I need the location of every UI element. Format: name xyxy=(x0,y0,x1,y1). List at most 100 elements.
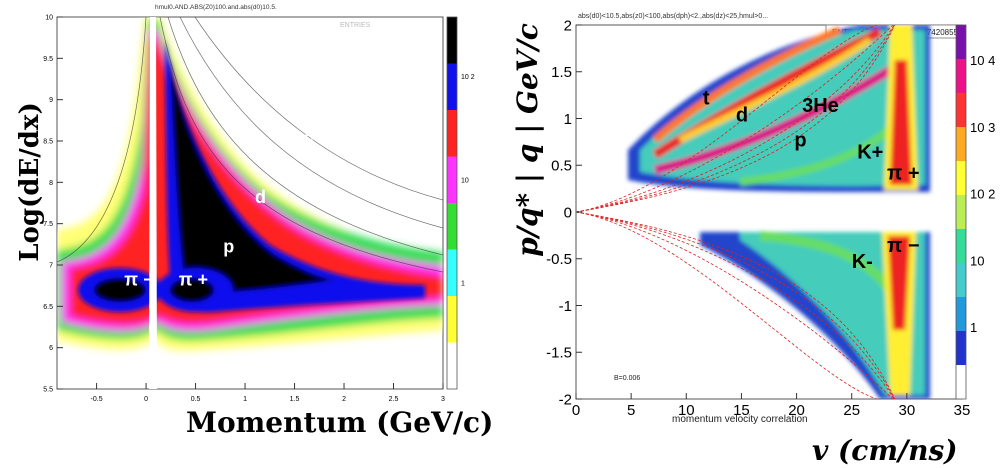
x-tick-label: 2.5 xyxy=(389,396,399,403)
right-stats-value: 7420855 xyxy=(927,28,959,37)
right-band-kminus xyxy=(759,231,895,294)
reference-curve xyxy=(576,211,895,399)
y-tick-label: 2 xyxy=(564,17,572,34)
annotation-label: t xyxy=(283,158,289,178)
color-bar-swatch xyxy=(956,263,966,297)
color-bar-label: 1 xyxy=(970,320,977,335)
right-x-axis-label: v (cm/ns) xyxy=(812,434,958,467)
x-tick-label: 5 xyxy=(627,402,635,419)
x-tick-label: 3 xyxy=(441,396,445,403)
y-tick-label: -0.5 xyxy=(546,251,572,268)
color-bar-label: 10 xyxy=(970,253,984,268)
right-y-axis-label: p/q* | q | GeV/c xyxy=(511,23,544,257)
color-bar-swatch xyxy=(447,342,457,389)
color-bar-swatch xyxy=(447,296,457,343)
left-y-axis-label: Log(dE/dx) xyxy=(15,102,45,262)
color-bar-swatch xyxy=(447,249,457,296)
reference-curve xyxy=(576,211,895,399)
x-tick-label: -0.5 xyxy=(91,396,103,403)
color-bar-swatch xyxy=(956,331,966,365)
y-tick-label: 1 xyxy=(564,111,572,128)
color-bar-label: 10 2 xyxy=(461,74,475,81)
right-heatmap xyxy=(576,25,930,399)
reference-curve xyxy=(576,25,879,213)
x-tick-label: 0 xyxy=(144,396,148,403)
color-bar-swatch xyxy=(956,161,966,195)
color-bar-swatch xyxy=(956,297,966,331)
y-tick-label: 7 xyxy=(49,262,53,269)
annotation-label: 3He xyxy=(802,95,839,117)
color-bar-swatch xyxy=(956,59,966,93)
right-band-kplus xyxy=(739,117,903,186)
color-bar-swatch xyxy=(447,156,457,203)
y-tick-label: -1 xyxy=(559,298,572,315)
left-chart-title: hmul0.AND.ABS(Z0)100.and.abs(d0)10.5. xyxy=(155,4,277,11)
right-chart: abs(d0)<10.5,abs(z0)<100,abs(dph)<2.,abs… xyxy=(511,13,995,467)
right-sublabel: momentum velocity correlation xyxy=(672,414,808,425)
y-tick-label: 6 xyxy=(49,345,53,352)
left-color-bar: 1 10 10 2 xyxy=(446,16,475,390)
left-x-axis-label: Momentum (GeV/c) xyxy=(186,406,493,439)
reference-curve xyxy=(576,211,894,399)
color-bar-label: 10 4 xyxy=(970,53,995,68)
annotation-label: π − xyxy=(124,270,153,290)
color-bar-swatch xyxy=(956,365,966,399)
x-tick-label: 30 xyxy=(899,402,916,419)
color-bar-frame xyxy=(955,24,967,400)
right-chart-title: abs(d0)<10.5,abs(z0)<100,abs(dph)<2.,abs… xyxy=(578,13,768,20)
annotation-label: π + xyxy=(179,270,208,290)
y-tick-label: 7.5 xyxy=(43,221,53,228)
y-tick-label: 8.5 xyxy=(43,138,53,145)
color-bar-swatch xyxy=(447,110,457,157)
color-bar-label: 1 xyxy=(461,281,465,288)
reference-curve xyxy=(576,211,895,399)
left-pion-minus-core xyxy=(94,278,146,302)
left-band-red xyxy=(70,40,443,325)
annotation-label: d xyxy=(255,187,266,207)
reference-curve xyxy=(576,211,879,399)
right-band-he3 xyxy=(678,37,872,144)
y-tick-label: 9 xyxy=(49,97,53,104)
annotation-label: K- xyxy=(852,251,873,273)
x-tick-label: 1 xyxy=(243,396,247,403)
reference-curve xyxy=(576,25,895,213)
left-stats-label: ENTRIES xyxy=(340,22,371,29)
y-tick-label: 5.5 xyxy=(43,386,53,393)
left-chart: hmul0.AND.ABS(Z0)100.and.abs(d0)10.5. EN… xyxy=(15,4,493,439)
y-tick-label: 6.5 xyxy=(43,304,53,311)
y-tick-label: -1.5 xyxy=(546,345,572,362)
reference-curve xyxy=(576,25,895,213)
color-bar-swatch xyxy=(956,229,966,263)
color-bar-label: 10 2 xyxy=(970,187,995,202)
annotation-label: π + xyxy=(887,162,920,184)
color-bar-label: 10 3 xyxy=(970,120,995,135)
annotation-label: t xyxy=(703,87,710,109)
annotation-label: K+ xyxy=(857,142,883,164)
left-zero-gap xyxy=(149,17,157,389)
left-pion-plus-core xyxy=(170,278,214,302)
y-tick-label: 9.5 xyxy=(43,56,53,63)
left-axes: -0.5 0 0.5 1 1.5 2 2.5 3 5.5 6 6.5 7 7.5 8 8.5 9 9.5 10 xyxy=(43,14,445,403)
x-tick-label: 0 xyxy=(572,402,580,419)
reference-curve xyxy=(576,25,895,213)
left-band-black xyxy=(170,60,335,293)
right-band-t xyxy=(652,26,842,143)
annotation-label: π − xyxy=(887,235,920,257)
right-note: B=0.006 xyxy=(614,375,640,382)
y-tick-label: -2 xyxy=(559,391,572,408)
x-tick-label: 2 xyxy=(342,396,346,403)
right-pion-minus-core xyxy=(888,236,910,330)
x-tick-label: 1.5 xyxy=(290,396,300,403)
color-bar-swatch xyxy=(447,17,457,64)
color-bar-swatch xyxy=(447,203,457,250)
y-tick-label: 0 xyxy=(564,204,572,221)
annotation-label: d xyxy=(736,104,748,126)
y-tick-label: 10 xyxy=(45,14,53,21)
y-tick-label: 1.5 xyxy=(551,64,572,81)
color-bar-frame xyxy=(446,16,458,390)
reference-curve xyxy=(576,25,894,213)
left-bethe-curves xyxy=(57,17,443,273)
color-bar-swatch xyxy=(956,93,966,127)
right-color-bar: 1 10 10 2 10 3 10 4 xyxy=(955,24,995,400)
color-bar-swatch xyxy=(447,63,457,110)
